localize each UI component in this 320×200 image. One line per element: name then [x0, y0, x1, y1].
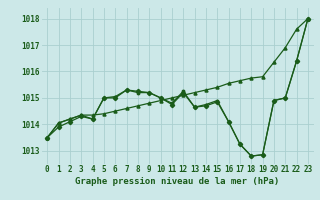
X-axis label: Graphe pression niveau de la mer (hPa): Graphe pression niveau de la mer (hPa): [76, 177, 280, 186]
